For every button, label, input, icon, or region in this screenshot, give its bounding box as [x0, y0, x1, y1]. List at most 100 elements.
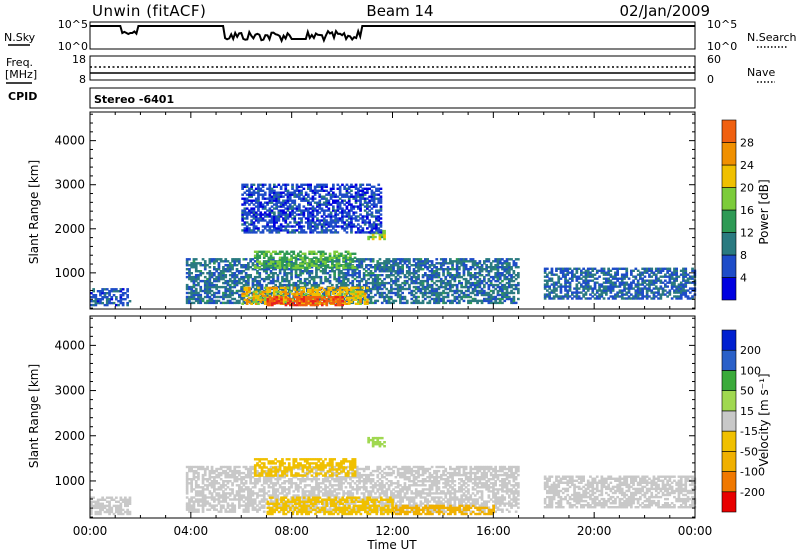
echo-cell [546, 274, 549, 276]
echo-cell [220, 258, 223, 260]
freq-tick-bottom-left: 8 [79, 73, 86, 86]
echo-cell [227, 264, 230, 266]
echo-cell [287, 223, 290, 225]
echo-cell [204, 276, 207, 278]
echo-cell [270, 261, 273, 263]
echo-cell [315, 257, 318, 259]
echo-cell [569, 272, 572, 274]
echo-cell [517, 266, 520, 268]
colorbar-segment [722, 255, 736, 278]
echo-cell [569, 278, 572, 280]
echo-cell [227, 280, 230, 282]
echo-cell [503, 266, 506, 268]
echo-cell [648, 274, 651, 276]
echo-cell [589, 280, 592, 282]
echo-cell [372, 278, 375, 280]
echo-cell [329, 253, 332, 255]
echo-cell [352, 186, 355, 188]
echo-cell [641, 268, 644, 270]
echo-cell [110, 288, 113, 290]
echo-cell [580, 291, 583, 293]
echo-cell [431, 298, 434, 300]
echo-cell [603, 268, 606, 270]
echo-cell [252, 262, 255, 264]
echo-cell [619, 282, 622, 284]
echo-cell [356, 276, 359, 278]
echo-cell [362, 184, 365, 186]
colorbar-tick-label: 4 [740, 272, 747, 285]
echo-cell [397, 284, 400, 286]
echo-cell [292, 282, 295, 284]
echo-cell [202, 507, 205, 509]
echo-cell [322, 282, 325, 284]
echo-cell [303, 205, 306, 207]
echo-cell [318, 190, 321, 192]
echo-cell [619, 295, 622, 297]
echo-cell [635, 268, 638, 270]
echo-cell [376, 300, 379, 302]
echo-cell [362, 215, 365, 217]
echo-cell [249, 266, 252, 268]
echo-cell [193, 466, 196, 468]
echo-cell [458, 280, 461, 282]
echo-cell [276, 296, 279, 298]
echo-cell [97, 290, 100, 292]
echo-cell [279, 282, 282, 284]
echo-cell [444, 282, 447, 284]
echo-cell [220, 286, 223, 288]
echo-cell [494, 272, 497, 274]
echo-cell [351, 280, 354, 282]
echo-cell [273, 287, 276, 289]
echo-cell [325, 227, 328, 229]
echo-cell [345, 265, 348, 267]
echo-cell [117, 511, 120, 513]
echo-cell [314, 293, 317, 295]
echo-cell [282, 192, 285, 194]
echo-cell [424, 280, 427, 282]
echo-cell [603, 278, 606, 280]
echo-cell [483, 298, 486, 300]
echo-cell [318, 231, 321, 233]
echo-cell [388, 282, 391, 284]
echo-cell [243, 270, 246, 272]
echo-cell [332, 205, 335, 207]
echo-cell [350, 194, 353, 196]
echo-cell [408, 284, 411, 286]
echo-cell [278, 205, 281, 207]
echo-cell [684, 268, 687, 270]
echo-cell [474, 272, 477, 274]
echo-cell [678, 295, 681, 297]
echo-cell [621, 268, 624, 270]
echo-cell [117, 304, 120, 306]
echo-cell [320, 270, 323, 272]
echo-cell [124, 298, 127, 300]
echo-cell [431, 284, 434, 286]
echo-cell [186, 476, 189, 478]
echo-cell [438, 272, 441, 274]
echo-cell [300, 190, 303, 192]
echo-cell [124, 499, 127, 501]
echo-cell [653, 272, 656, 274]
echo-cell [415, 270, 418, 272]
echo-cell [655, 285, 658, 287]
echo-cell [186, 268, 189, 270]
echo-cell [339, 217, 342, 219]
echo-cell [238, 258, 241, 260]
echo-cell [250, 200, 253, 202]
echo-cell [264, 192, 267, 194]
echo-cell [337, 196, 340, 198]
echo-cell [373, 215, 376, 217]
echo-cell [362, 287, 365, 289]
y-tick-label: 2000 [54, 222, 85, 236]
echo-cell [300, 287, 303, 289]
echo-cell [278, 209, 281, 211]
echo-cell [289, 203, 292, 205]
echo-cell [294, 296, 297, 298]
colorbar-segment [722, 165, 736, 188]
echo-cell [379, 274, 382, 276]
echo-cell [510, 266, 513, 268]
echo-cell [264, 295, 267, 297]
echo-cell [598, 293, 601, 295]
echo-cell [287, 287, 290, 289]
echo-cell [385, 300, 388, 302]
